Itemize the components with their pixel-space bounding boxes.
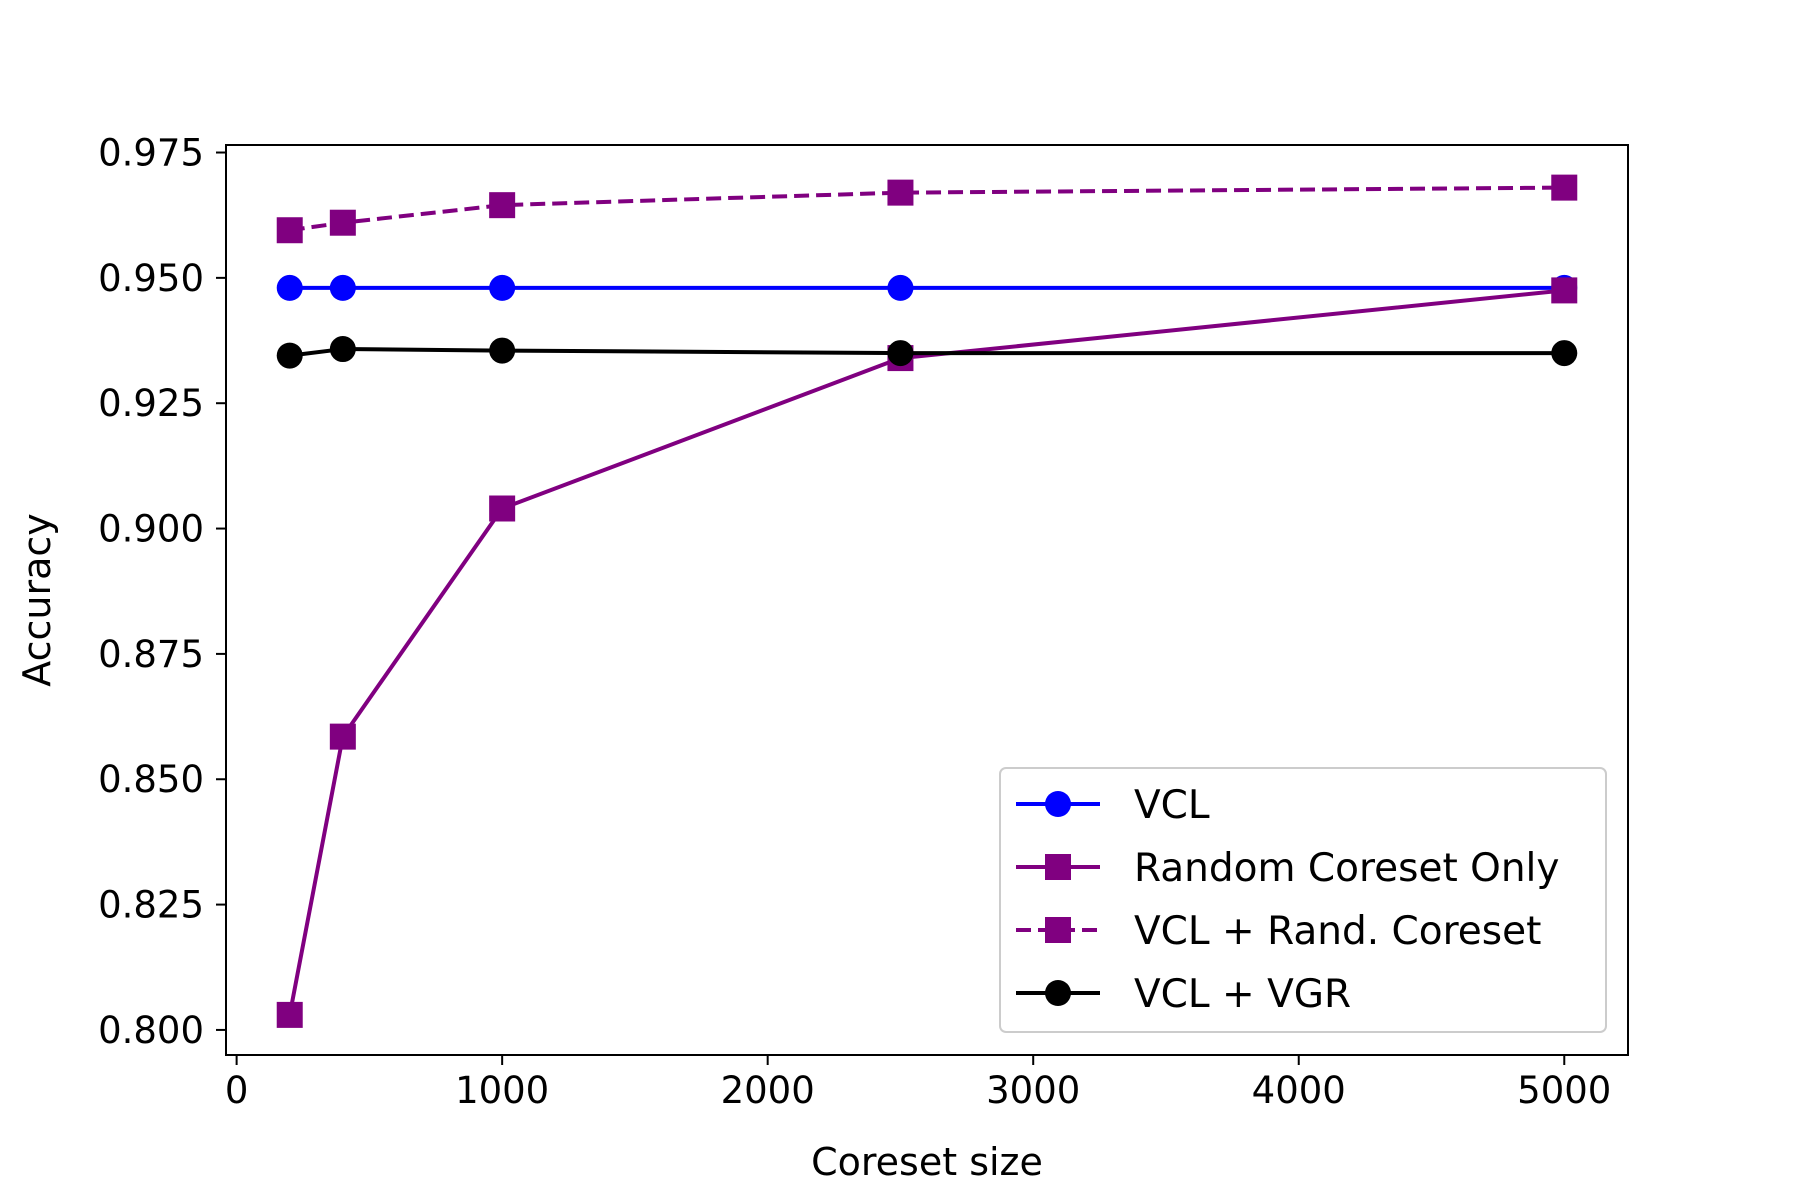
legend-label: VCL (1134, 783, 1210, 828)
series-layer (276, 174, 1578, 1028)
data-point (489, 274, 516, 301)
series-line (289, 347, 1565, 358)
y-tick-label: 0.950 (98, 257, 204, 300)
series-1 (276, 277, 1578, 1028)
series-3 (276, 336, 1578, 369)
data-point (489, 337, 516, 364)
legend-label: VCL + VGR (1134, 972, 1351, 1017)
series-0 (276, 274, 1578, 301)
legend-entry-3: VCL + VGR (1016, 972, 1351, 1017)
legend-entry-0: VCL (1016, 783, 1210, 828)
data-point (329, 723, 356, 750)
legend-marker (1045, 791, 1071, 817)
x-tick-label: 2000 (721, 1069, 815, 1112)
series-line (289, 185, 1565, 233)
legend: VCL Random Coreset Only VCL + Rand. Corese… (999, 767, 1607, 1033)
data-point (276, 274, 303, 301)
legend-entry-2: VCL + Rand. Coreset (1016, 909, 1541, 954)
y-tick-label: 0.925 (98, 382, 204, 425)
x-axis-label: Coreset size (811, 1140, 1043, 1184)
x-tick-label: 5000 (1517, 1069, 1611, 1112)
legend-marker (1045, 917, 1071, 943)
y-tick-label: 0.900 (98, 508, 204, 551)
x-tick-label: 3000 (986, 1069, 1080, 1112)
y-tick-label: 0.800 (98, 1009, 204, 1052)
data-point (329, 336, 356, 363)
data-point (1551, 277, 1578, 304)
y-tick-label: 0.975 (98, 132, 204, 175)
y-tick-label: 0.825 (98, 884, 204, 927)
y-tick-label: 0.850 (98, 758, 204, 801)
data-point (887, 179, 914, 206)
axes-border (225, 144, 1629, 1056)
legend-entry-1: Random Coreset Only (1016, 846, 1559, 891)
data-point (489, 495, 516, 522)
data-point (329, 209, 356, 236)
y-axis-label: Accuracy (15, 513, 59, 687)
x-tick-label: 4000 (1252, 1069, 1346, 1112)
legend-marker (1045, 980, 1071, 1006)
x-axis: 0 1000 2000 3000 4000 5000 (225, 1055, 1611, 1112)
y-axis: 0.800 0.825 0.850 0.875 0.900 0.925 0.950 0.975 (98, 132, 226, 1052)
data-point (329, 274, 356, 301)
legend-label: Random Coreset Only (1134, 846, 1559, 891)
series-2 (276, 174, 1578, 244)
x-tick-label: 0 (225, 1069, 249, 1112)
data-point (887, 340, 914, 367)
legend-label: VCL + Rand. Coreset (1134, 909, 1541, 954)
data-point (887, 274, 914, 301)
legend-box (999, 767, 1607, 1033)
y-tick-label: 0.875 (98, 633, 204, 676)
data-point (1551, 174, 1578, 201)
x-tick-label: 1000 (455, 1069, 549, 1112)
data-point (1551, 340, 1578, 367)
data-point (276, 1001, 303, 1028)
data-point (276, 217, 303, 244)
data-point (489, 192, 516, 219)
legend-marker (1045, 854, 1071, 880)
data-point (276, 342, 303, 369)
axes-frame (225, 144, 1629, 1056)
